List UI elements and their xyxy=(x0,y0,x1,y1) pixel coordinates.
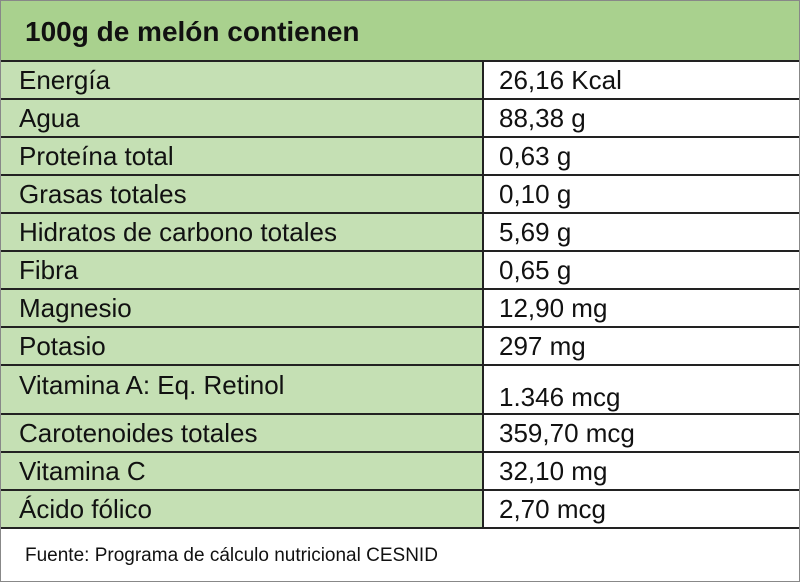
nutrient-name: Vitamina A: Eq. Retinol xyxy=(1,366,484,413)
table-title: 100g de melón contienen xyxy=(1,1,799,62)
table-row: Agua 88,38 g xyxy=(1,100,799,138)
table-row: Carotenoides totales 359,70 mcg xyxy=(1,415,799,453)
nutrient-name: Ácido fólico xyxy=(1,491,484,527)
table-row: Hidratos de carbono totales 5,69 g xyxy=(1,214,799,252)
nutrient-amount: 2,70 mcg xyxy=(499,494,606,524)
table-row: Magnesio 12,90 mg xyxy=(1,290,799,328)
table-row: Vitamina A: Eq. Retinol 1.346 mcg xyxy=(1,366,799,415)
nutrient-amount: 0,65 g xyxy=(499,255,572,285)
table-row: Energía 26,16 Kcal xyxy=(1,62,799,100)
nutrient-amount: 88,38 g xyxy=(499,103,586,133)
nutrient-amount: 5,69 g xyxy=(499,217,572,247)
nutrient-name: Carotenoides totales xyxy=(1,415,484,451)
nutrient-name: Proteína total xyxy=(1,138,484,174)
nutrient-amount: 0,63 g xyxy=(499,141,572,171)
table-row: Grasas totales 0,10 g xyxy=(1,176,799,214)
nutrient-name: Potasio xyxy=(1,328,484,364)
nutrient-name: Energía xyxy=(1,62,484,98)
table-row: Vitamina C 32,10 mg xyxy=(1,453,799,491)
nutrient-name: Agua xyxy=(1,100,484,136)
table-row: Fibra 0,65 g xyxy=(1,252,799,290)
table-row: Proteína total 0,63 g xyxy=(1,138,799,176)
nutrient-amount: 32,10 mg xyxy=(499,456,608,486)
nutrient-name: Vitamina C xyxy=(1,453,484,489)
nutrient-amount: 359,70 mcg xyxy=(499,418,635,448)
nutrient-amount: 1.346 mcg xyxy=(499,382,621,412)
nutrient-amount: 0,10 g xyxy=(499,179,572,209)
nutrient-name: Fibra xyxy=(1,252,484,288)
nutrient-amount: 297 mg xyxy=(499,331,586,361)
nutrient-name: Magnesio xyxy=(1,290,484,326)
nutrient-name: Hidratos de carbono totales xyxy=(1,214,484,250)
nutrient-amount: 12,90 mg xyxy=(499,293,608,323)
nutrient-name: Grasas totales xyxy=(1,176,484,212)
table-row: Ácido fólico 2,70 mcg xyxy=(1,491,799,529)
nutrient-amount: 26,16 Kcal xyxy=(499,65,622,95)
table-row: Potasio 297 mg xyxy=(1,328,799,366)
source-note: Fuente: Programa de cálculo nutricional … xyxy=(25,545,438,566)
